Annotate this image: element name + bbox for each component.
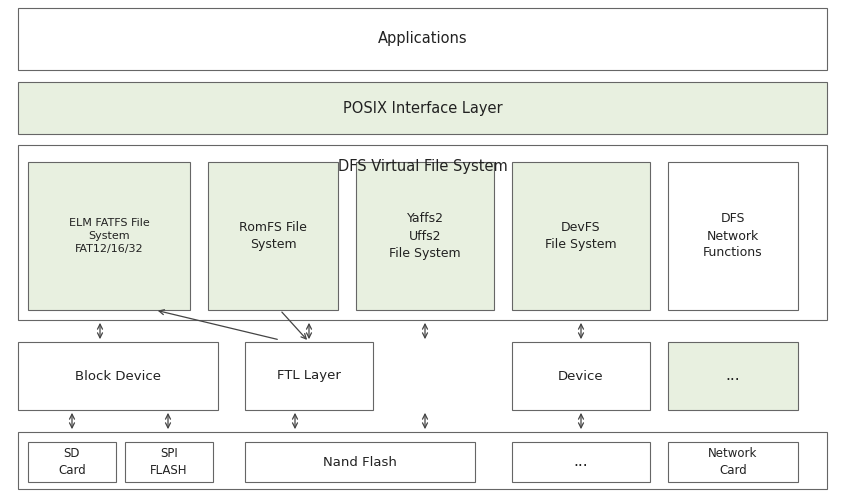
Text: SPI
FLASH: SPI FLASH — [150, 447, 187, 477]
Text: DFS Virtual File System: DFS Virtual File System — [338, 159, 506, 174]
FancyBboxPatch shape — [208, 162, 338, 310]
Text: ...: ... — [725, 368, 739, 384]
FancyBboxPatch shape — [511, 342, 649, 410]
FancyBboxPatch shape — [668, 442, 797, 482]
FancyBboxPatch shape — [355, 162, 494, 310]
FancyBboxPatch shape — [511, 442, 649, 482]
FancyBboxPatch shape — [18, 342, 218, 410]
FancyBboxPatch shape — [668, 162, 797, 310]
FancyBboxPatch shape — [668, 342, 797, 410]
Text: DevFS
File System: DevFS File System — [544, 221, 616, 251]
Text: ELM FATFS File
System
FAT12/16/32: ELM FATFS File System FAT12/16/32 — [68, 218, 149, 254]
Text: Block Device: Block Device — [75, 369, 161, 383]
FancyBboxPatch shape — [28, 442, 116, 482]
Text: Nand Flash: Nand Flash — [322, 455, 397, 469]
Text: POSIX Interface Layer: POSIX Interface Layer — [343, 100, 501, 115]
Text: DFS
Network
Functions: DFS Network Functions — [702, 213, 762, 259]
FancyBboxPatch shape — [125, 442, 213, 482]
FancyBboxPatch shape — [18, 432, 826, 489]
FancyBboxPatch shape — [18, 145, 826, 320]
Text: RomFS File
System: RomFS File System — [239, 221, 306, 251]
FancyBboxPatch shape — [245, 342, 372, 410]
FancyBboxPatch shape — [511, 162, 649, 310]
FancyBboxPatch shape — [18, 82, 826, 134]
Text: Yaffs2
Uffs2
File System: Yaffs2 Uffs2 File System — [389, 213, 460, 259]
FancyBboxPatch shape — [28, 162, 190, 310]
FancyBboxPatch shape — [245, 442, 474, 482]
Text: SD
Card: SD Card — [58, 447, 86, 477]
Text: ...: ... — [573, 454, 587, 470]
Text: FTL Layer: FTL Layer — [277, 369, 340, 383]
FancyBboxPatch shape — [18, 8, 826, 70]
Text: Applications: Applications — [377, 31, 467, 47]
Text: Network
Card: Network Card — [707, 447, 757, 477]
Text: Device: Device — [558, 369, 603, 383]
